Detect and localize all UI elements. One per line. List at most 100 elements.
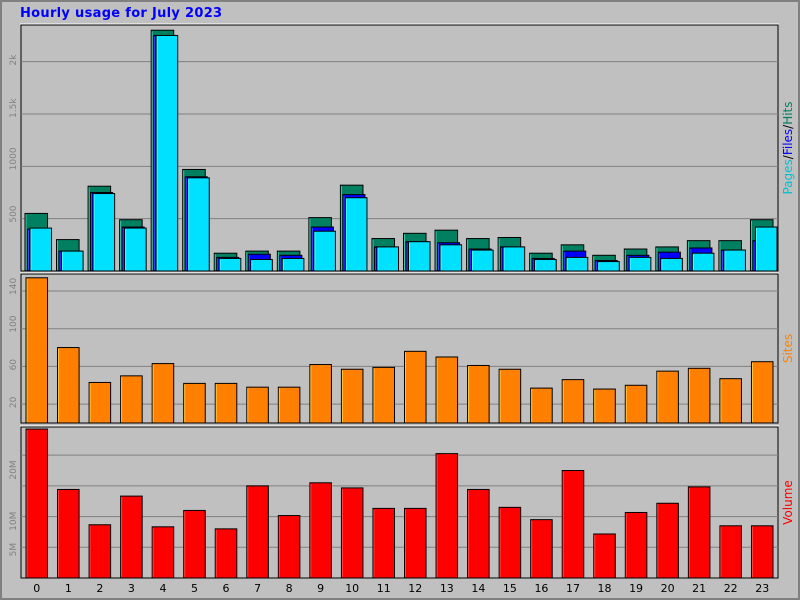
bar-volume bbox=[340, 487, 364, 579]
bar-volume bbox=[57, 488, 80, 579]
panel-sites bbox=[20, 273, 779, 424]
x-tick-label: 18 bbox=[598, 582, 612, 595]
bar-pages bbox=[691, 252, 715, 272]
x-tick-label: 21 bbox=[692, 582, 706, 595]
bar-volume bbox=[309, 482, 332, 579]
x-tick-label: 16 bbox=[534, 582, 548, 595]
y-tick-label: 20 bbox=[9, 396, 19, 408]
bar-sites bbox=[719, 378, 742, 424]
bar-volume bbox=[372, 507, 396, 579]
bar-sites bbox=[340, 368, 364, 424]
x-tick-label: 5 bbox=[191, 582, 198, 595]
panel-volume bbox=[20, 426, 779, 579]
y-axis-label-part: Hits bbox=[781, 101, 795, 124]
bar-volume bbox=[593, 533, 616, 579]
bar-sites bbox=[372, 366, 396, 424]
x-tick-label: 15 bbox=[503, 582, 517, 595]
y-tick-label: 10M bbox=[9, 512, 19, 531]
x-tick-label: 14 bbox=[471, 582, 485, 595]
y-tick-label: 140 bbox=[9, 278, 19, 295]
bar-volume bbox=[404, 507, 427, 579]
x-tick-label: 17 bbox=[566, 582, 580, 595]
bar-volume bbox=[624, 511, 648, 579]
bar-pages bbox=[313, 230, 336, 272]
bar-sites bbox=[277, 386, 301, 424]
bar-sites bbox=[309, 364, 332, 424]
x-tick-label: 20 bbox=[661, 582, 675, 595]
x-tick-label: 4 bbox=[159, 582, 166, 595]
y-axis-label-part: / bbox=[781, 154, 795, 159]
bar-sites bbox=[624, 384, 648, 424]
bar-pages bbox=[155, 34, 179, 272]
bar-pages bbox=[628, 256, 652, 272]
bar-volume bbox=[25, 428, 49, 579]
y-tick-label: 1000 bbox=[9, 147, 19, 170]
bar-pages bbox=[281, 257, 305, 272]
y-tick-label: 20M bbox=[9, 460, 19, 479]
y-axis-label-part: / bbox=[781, 124, 795, 129]
bar-pages bbox=[597, 261, 620, 272]
y-axis-label: Sites bbox=[781, 334, 795, 363]
bar-volume bbox=[530, 519, 553, 579]
bar-sites bbox=[750, 361, 774, 424]
bar-volume bbox=[435, 453, 459, 579]
bar-pages bbox=[218, 257, 242, 272]
bar-pages bbox=[502, 246, 526, 272]
panel-hits-files-pages bbox=[20, 24, 779, 272]
bar-volume bbox=[246, 485, 269, 579]
bar-pages bbox=[565, 256, 589, 272]
y-axis-label: Pages/Files/Hits bbox=[781, 101, 795, 194]
bar-volume bbox=[151, 526, 175, 579]
x-tick-label: 13 bbox=[440, 582, 454, 595]
bar-pages bbox=[723, 249, 746, 272]
y-tick-label: 1.5k bbox=[9, 98, 19, 118]
bar-volume bbox=[719, 525, 742, 579]
x-tick-label: 10 bbox=[345, 582, 359, 595]
x-tick-label: 1 bbox=[65, 582, 72, 595]
bar-pages bbox=[471, 249, 494, 272]
y-axis-label: Volume bbox=[781, 480, 795, 525]
bar-pages bbox=[29, 227, 53, 272]
bar-sites bbox=[57, 347, 80, 424]
bar-pages bbox=[376, 246, 400, 272]
bar-sites bbox=[687, 367, 711, 424]
bar-volume bbox=[277, 515, 301, 579]
y-axis-label-part: Pages bbox=[781, 159, 795, 194]
bar-pages bbox=[408, 241, 431, 272]
bar-pages bbox=[250, 258, 273, 272]
y-tick-label: 2k bbox=[9, 54, 19, 66]
x-tick-label: 8 bbox=[286, 582, 293, 595]
x-tick-label: 2 bbox=[96, 582, 103, 595]
x-tick-label: 3 bbox=[128, 582, 135, 595]
x-tick-label: 0 bbox=[33, 582, 40, 595]
bar-sites bbox=[530, 387, 553, 424]
bar-pages bbox=[92, 193, 116, 272]
bar-volume bbox=[687, 486, 711, 579]
bar-sites bbox=[593, 388, 616, 424]
bar-sites bbox=[656, 370, 679, 424]
bar-sites bbox=[151, 363, 175, 424]
x-tick-label: 6 bbox=[223, 582, 230, 595]
bar-sites bbox=[88, 381, 112, 424]
y-tick-label: 5M bbox=[9, 543, 19, 557]
y-tick-label: 60 bbox=[9, 359, 19, 371]
bar-sites bbox=[120, 375, 143, 424]
x-tick-label: 12 bbox=[408, 582, 422, 595]
bar-sites bbox=[561, 379, 585, 424]
y-axis-label-part: Files bbox=[781, 129, 795, 155]
bar-volume bbox=[88, 524, 112, 579]
bar-sites bbox=[404, 350, 427, 424]
bar-pages bbox=[439, 244, 463, 272]
x-tick-label: 19 bbox=[629, 582, 643, 595]
chart-title: Hourly usage for July 2023 bbox=[20, 6, 223, 21]
bar-sites bbox=[435, 356, 459, 424]
bar-volume bbox=[498, 506, 522, 579]
bar-sites bbox=[246, 386, 269, 424]
x-tick-label: 23 bbox=[755, 582, 769, 595]
bar-volume bbox=[183, 509, 206, 579]
bar-volume bbox=[561, 470, 585, 579]
bar-volume bbox=[120, 495, 143, 579]
bar-pages bbox=[534, 258, 557, 272]
bar-sites bbox=[183, 382, 206, 424]
